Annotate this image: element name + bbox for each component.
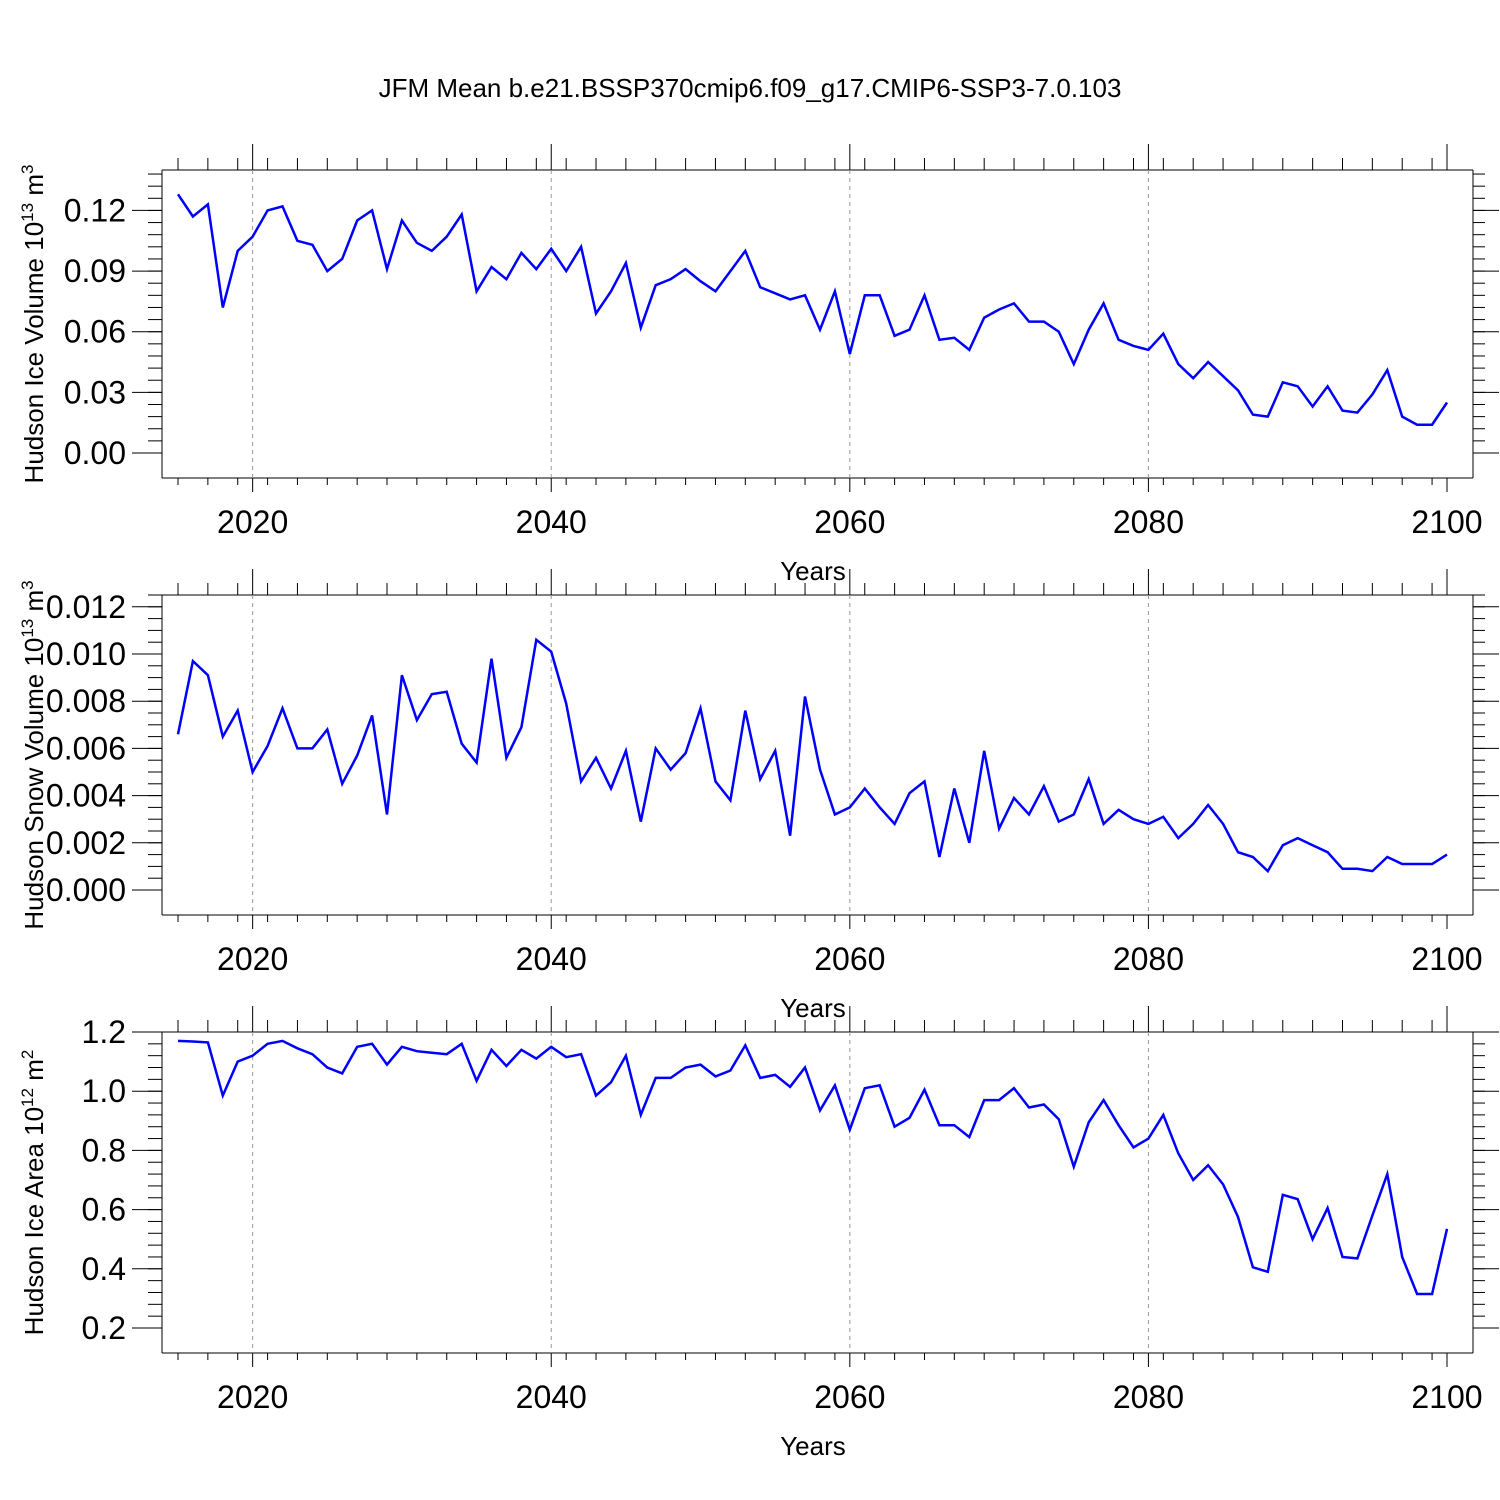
x-tick-label: 2020 — [217, 1379, 288, 1415]
y-tick-label: 0.2 — [82, 1310, 126, 1346]
x-tick-label: 2040 — [516, 1379, 587, 1415]
y-tick-label: 0.8 — [82, 1132, 126, 1168]
panel-2: 2020 2040 2060 2080 2100 0.000 0.002 0.004 0.006… — [18, 569, 1499, 1023]
x-tick-label: 2020 — [217, 941, 288, 977]
x-axis-label: Years — [780, 1431, 846, 1461]
y-tick-label: 0.002 — [46, 825, 126, 861]
x-tick-label: 2060 — [814, 1379, 885, 1415]
x-tick-label: 2040 — [516, 504, 587, 540]
panel-3: 2020 2040 2060 2080 2100 0.2 0.4 0.6 0.8 1.0 1.2 Ye… — [18, 1006, 1499, 1461]
y-tick-label: 0.012 — [46, 589, 126, 625]
x-axis-label: Years — [780, 556, 846, 586]
y-tick-label: 0.4 — [82, 1251, 126, 1287]
x-tick-label: 2080 — [1113, 1379, 1184, 1415]
y-tick-label: 0.12 — [64, 192, 126, 228]
y-tick-label: 1.2 — [82, 1014, 126, 1050]
x-tick-label: 2080 — [1113, 504, 1184, 540]
y-tick-label: 0.09 — [64, 253, 126, 289]
x-axis-label: Years — [780, 993, 846, 1023]
y-tick-label: 0.006 — [46, 730, 126, 766]
y-tick-label: 0.008 — [46, 683, 126, 719]
x-tick-label: 2100 — [1411, 941, 1482, 977]
y-tick-label: 0.03 — [64, 374, 126, 410]
y-tick-label: 0.000 — [46, 872, 126, 908]
y-tick-label: 0.6 — [82, 1192, 126, 1228]
series-line — [176, 193, 1449, 426]
series-line — [176, 637, 1448, 874]
x-tick-label: 2040 — [516, 941, 587, 977]
series-line — [177, 1039, 1449, 1296]
chart-title: JFM Mean b.e21.BSSP370cmip6.f09_g17.CMIP… — [379, 73, 1122, 103]
panel-1: 2020 2040 2060 2080 2100 0.00 0.03 0.06 0.09 0.12… — [18, 144, 1499, 586]
y-tick-label: 0.004 — [46, 778, 126, 814]
y-tick-label: 0.00 — [64, 435, 126, 471]
x-tick-label: 2100 — [1411, 504, 1482, 540]
y-tick-label: 0.010 — [46, 636, 126, 672]
x-tick-label: 2080 — [1113, 941, 1184, 977]
panels: 2020 2040 2060 2080 2100 0.00 0.03 0.06 0.09 0.12… — [18, 144, 1499, 1461]
x-tick-label: 2020 — [217, 504, 288, 540]
y-axis-label: Hudson Ice Area 1012 m2 — [18, 1050, 49, 1336]
y-tick-label: 0.06 — [64, 314, 126, 350]
y-axis-label: Hudson Snow Volume 1013 m3 — [18, 580, 49, 929]
x-tick-label: 2060 — [814, 504, 885, 540]
x-tick-label: 2060 — [814, 941, 885, 977]
y-tick-label: 1.0 — [82, 1073, 126, 1109]
y-axis-label: Hudson Ice Volume 1013 m3 — [18, 165, 49, 484]
x-tick-label: 2100 — [1411, 1379, 1482, 1415]
